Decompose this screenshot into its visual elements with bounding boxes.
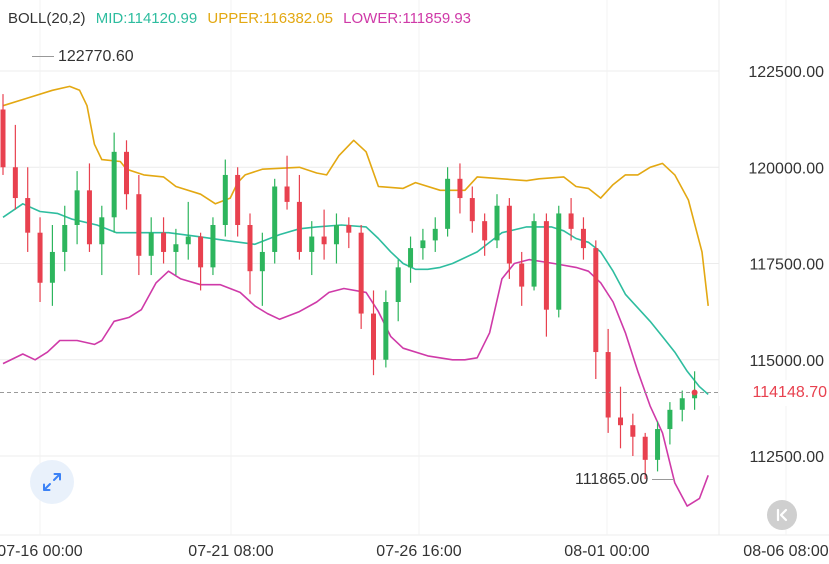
candle-body — [445, 178, 451, 229]
candle-body — [272, 186, 278, 252]
candle-body — [494, 205, 500, 241]
indicator-lower: LOWER:111859.93 — [343, 10, 472, 27]
indicator-name: BOLL(20,2) — [8, 10, 86, 27]
candle-body — [148, 232, 154, 256]
candle-body — [259, 251, 265, 272]
candle-body — [630, 425, 636, 437]
candle-body — [0, 109, 6, 168]
candle-body — [247, 225, 253, 272]
y-tick-label: 117500.00 — [750, 257, 825, 274]
candle-body — [457, 178, 463, 199]
candle-body — [395, 267, 401, 302]
candle-body — [420, 240, 426, 249]
high-price-value: 122770.60 — [58, 48, 134, 65]
bollinger-mid-line — [2, 203, 709, 395]
bollinger-bands — [2, 85, 709, 507]
candle-body — [593, 248, 599, 353]
candle-body — [124, 151, 129, 195]
high-price-label: 122770.60 — [32, 48, 134, 66]
candle-body — [469, 198, 475, 222]
candle-body — [37, 232, 43, 283]
candle-body — [62, 225, 68, 252]
x-tick-label: 07-16 00:00 — [0, 543, 83, 560]
chart-markers — [0, 389, 829, 396]
candle-body — [655, 429, 661, 460]
candle-body — [161, 232, 167, 252]
candle-body — [580, 228, 586, 249]
candle-body — [346, 225, 352, 233]
candle-body — [12, 167, 18, 199]
candle-body — [556, 213, 562, 310]
indicator-upper: UPPER:116382.05 — [207, 10, 333, 27]
candle-body — [506, 205, 512, 264]
candle-body — [333, 225, 339, 245]
candle-body — [432, 228, 438, 241]
x-tick-label: 07-26 16:00 — [376, 543, 462, 560]
y-axis: 122500.00 120000.00 117500.00 115000.00 1125… — [748, 64, 824, 466]
chart-grid — [0, 0, 829, 536]
y-tick-label: 112500.00 — [750, 449, 825, 466]
candle-body — [618, 417, 623, 426]
candle-body — [74, 190, 80, 225]
x-axis: 07-16 00:00 07-21 08:00 07-26 16:00 08-01 0… — [0, 543, 829, 560]
y-tick-label: 115000.00 — [750, 353, 825, 370]
low-marker-line — [652, 479, 675, 481]
candle-body — [321, 236, 327, 245]
candle-body — [543, 221, 549, 310]
candle-body — [482, 221, 488, 241]
candle-body — [667, 409, 673, 430]
candle-body — [185, 236, 191, 245]
bollinger-upper-line — [2, 85, 709, 306]
candle-body — [25, 198, 31, 233]
candle-body — [49, 251, 55, 283]
y-tick-label: 122500.00 — [748, 64, 824, 81]
candle-body — [383, 302, 389, 360]
low-price-label: 111865.00 — [575, 471, 675, 489]
expand-arrows-icon — [43, 473, 61, 491]
low-price-value: 111865.00 — [575, 471, 649, 488]
expand-chart-button[interactable] — [30, 460, 74, 504]
candles — [0, 94, 698, 480]
candle-body — [371, 313, 376, 360]
x-tick-label: 07-21 08:00 — [188, 543, 274, 560]
high-marker-line — [32, 56, 54, 58]
scroll-to-latest-button[interactable] — [767, 500, 797, 530]
candle-body — [296, 201, 302, 252]
candle-body — [136, 194, 142, 256]
candle-body — [222, 174, 228, 225]
candle-body — [531, 221, 537, 287]
candle-body — [642, 436, 648, 460]
x-tick-label: 08-01 00:00 — [564, 543, 650, 560]
candle-body — [605, 352, 611, 418]
candle-body — [358, 232, 364, 314]
current-price-dot — [691, 389, 698, 396]
candle-body — [568, 213, 574, 229]
candle-body — [86, 190, 92, 245]
candle-body — [235, 174, 241, 225]
bollinger-indicator-legend: BOLL(20,2) MID:114120.99 UPPER:116382.05… — [8, 10, 477, 27]
candle-body — [99, 217, 105, 245]
y-tick-label: 120000.00 — [748, 160, 824, 177]
candle-body — [679, 398, 685, 410]
candle-body — [173, 244, 179, 252]
indicator-mid: MID:114120.99 — [95, 10, 198, 27]
candle-body — [198, 236, 204, 268]
candle-body — [519, 263, 525, 287]
x-tick-label: 08-06 08:00 — [743, 543, 829, 560]
chevron-left-icon — [776, 508, 788, 522]
current-price-label: 114148.70 — [719, 380, 829, 406]
bollinger-lower-line — [2, 258, 709, 507]
candle-body — [111, 151, 117, 218]
candle-body — [210, 225, 216, 268]
candle-body — [309, 236, 315, 252]
candle-body — [408, 248, 414, 268]
candle-body — [284, 186, 290, 202]
